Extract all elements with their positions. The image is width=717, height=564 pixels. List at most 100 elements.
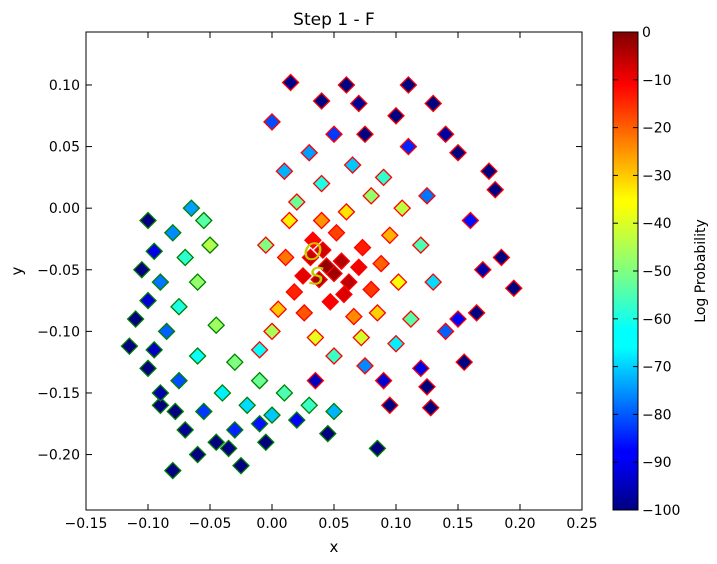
scatter-point bbox=[139, 359, 157, 378]
x-tick-label: −0.10 bbox=[127, 516, 170, 532]
scatter-point bbox=[269, 300, 288, 319]
colorbar-tick-label: −40 bbox=[642, 216, 672, 232]
scatter-point bbox=[188, 347, 207, 365]
scatter-point bbox=[343, 156, 362, 174]
scatter-point bbox=[312, 92, 331, 110]
scatter-point bbox=[250, 371, 269, 390]
x-tick-label: 0.05 bbox=[318, 516, 349, 532]
scatter-point bbox=[401, 310, 420, 328]
scatter-point bbox=[225, 421, 244, 439]
scatter-point bbox=[312, 211, 331, 230]
scatter-point bbox=[300, 396, 319, 415]
scatter-point bbox=[344, 307, 363, 326]
scatter-point bbox=[280, 211, 299, 230]
scatter-point bbox=[436, 322, 455, 341]
scatter-point bbox=[306, 328, 325, 347]
scatter-marks bbox=[120, 73, 523, 480]
scatter-point bbox=[418, 186, 436, 205]
scatter-point bbox=[275, 162, 294, 181]
scatter-point bbox=[126, 310, 145, 328]
scatter-point bbox=[295, 303, 314, 322]
scatter-point bbox=[263, 113, 281, 131]
scatter-point bbox=[232, 456, 250, 475]
scatter-point bbox=[337, 76, 356, 94]
colorbar-ticks: 0 −10 −20 −30 −40 −50 −60 −70 −80 −90 −100 bbox=[613, 25, 680, 519]
scatter-point bbox=[327, 223, 346, 242]
chart-title: Step 1 - F bbox=[293, 10, 375, 30]
scatter-point bbox=[304, 231, 322, 250]
scatter-point bbox=[362, 186, 381, 205]
x-tick-label: −0.15 bbox=[65, 516, 108, 532]
scatter-point bbox=[176, 421, 195, 439]
y-tick-label: −0.05 bbox=[37, 263, 80, 279]
annotations: OS bbox=[303, 238, 324, 291]
scatter-point bbox=[380, 396, 399, 415]
y-tick-label: 0.00 bbox=[49, 201, 80, 217]
scatter-point bbox=[151, 384, 170, 402]
scatter-point bbox=[411, 236, 430, 255]
scatter-point bbox=[312, 174, 331, 193]
scatter-point bbox=[176, 248, 195, 267]
scatter-point bbox=[321, 292, 340, 311]
scatter-point bbox=[263, 406, 281, 425]
scatter-point bbox=[207, 316, 226, 335]
scatter-point bbox=[461, 211, 480, 230]
scatter-point bbox=[449, 310, 467, 328]
scatter-point bbox=[139, 211, 157, 230]
scatter-point bbox=[170, 297, 188, 316]
scatter-point bbox=[194, 402, 213, 421]
scatter-point bbox=[313, 241, 332, 259]
scatter-point bbox=[250, 414, 269, 433]
y-tick-label: 0.10 bbox=[49, 78, 80, 94]
scatter-point bbox=[250, 340, 269, 359]
scatter-point bbox=[424, 273, 443, 292]
colorbar-tick-label: −20 bbox=[642, 121, 672, 137]
scatter-point bbox=[120, 337, 139, 356]
scatter-point bbox=[275, 384, 294, 402]
x-axis-ticks: −0.15 −0.10 −0.05 0.00 0.05 0.10 0.15 0.20 0.25 bbox=[65, 32, 598, 532]
scatter-point bbox=[325, 347, 343, 365]
scatter-point bbox=[332, 252, 351, 271]
colorbar-tick-label: −80 bbox=[642, 407, 672, 423]
scatter-point bbox=[380, 226, 399, 245]
scatter-point bbox=[387, 106, 405, 125]
scatter-point bbox=[166, 402, 185, 421]
x-tick-label: −0.05 bbox=[189, 516, 232, 532]
scatter-point bbox=[182, 199, 201, 218]
scatter-point bbox=[393, 199, 412, 218]
scatter-point bbox=[310, 270, 329, 289]
x-tick-label: 0.20 bbox=[504, 516, 535, 532]
scatter-point bbox=[294, 267, 312, 285]
scatter-point bbox=[163, 223, 182, 242]
colorbar-tick-label: −30 bbox=[642, 168, 672, 184]
scatter-point bbox=[276, 248, 295, 267]
scatter-point bbox=[356, 125, 374, 144]
scatter-point bbox=[424, 94, 443, 113]
scatter-point bbox=[368, 439, 387, 458]
scatter-point bbox=[151, 396, 170, 415]
scatter-point bbox=[362, 280, 381, 299]
scatter-point bbox=[349, 94, 368, 113]
scatter-point bbox=[151, 273, 170, 292]
scatter-point bbox=[325, 402, 343, 421]
scatter-point bbox=[352, 328, 371, 347]
scatter-point bbox=[418, 377, 436, 396]
scatter-point bbox=[473, 260, 492, 279]
scatter-point bbox=[145, 242, 164, 261]
scatter-point bbox=[349, 258, 368, 277]
scatter-point bbox=[285, 283, 304, 301]
scatter-point bbox=[455, 353, 474, 372]
scatter-point bbox=[256, 433, 275, 452]
scatter-point bbox=[318, 424, 337, 443]
scatter-point bbox=[374, 168, 393, 187]
scatter-point bbox=[339, 273, 358, 292]
scatter-point bbox=[207, 433, 226, 452]
scatter-point bbox=[335, 285, 353, 304]
scatter-point bbox=[317, 257, 336, 275]
scatter-point bbox=[356, 356, 374, 375]
y-axis-ticks: 0.10 0.05 0.00 −0.05 −0.10 −0.15 −0.20 bbox=[37, 78, 582, 464]
colorbar-tick-label: −100 bbox=[642, 503, 680, 519]
scatter-point bbox=[300, 143, 319, 162]
scatter-point bbox=[157, 322, 176, 341]
colorbar-tick-label: −10 bbox=[642, 73, 672, 89]
